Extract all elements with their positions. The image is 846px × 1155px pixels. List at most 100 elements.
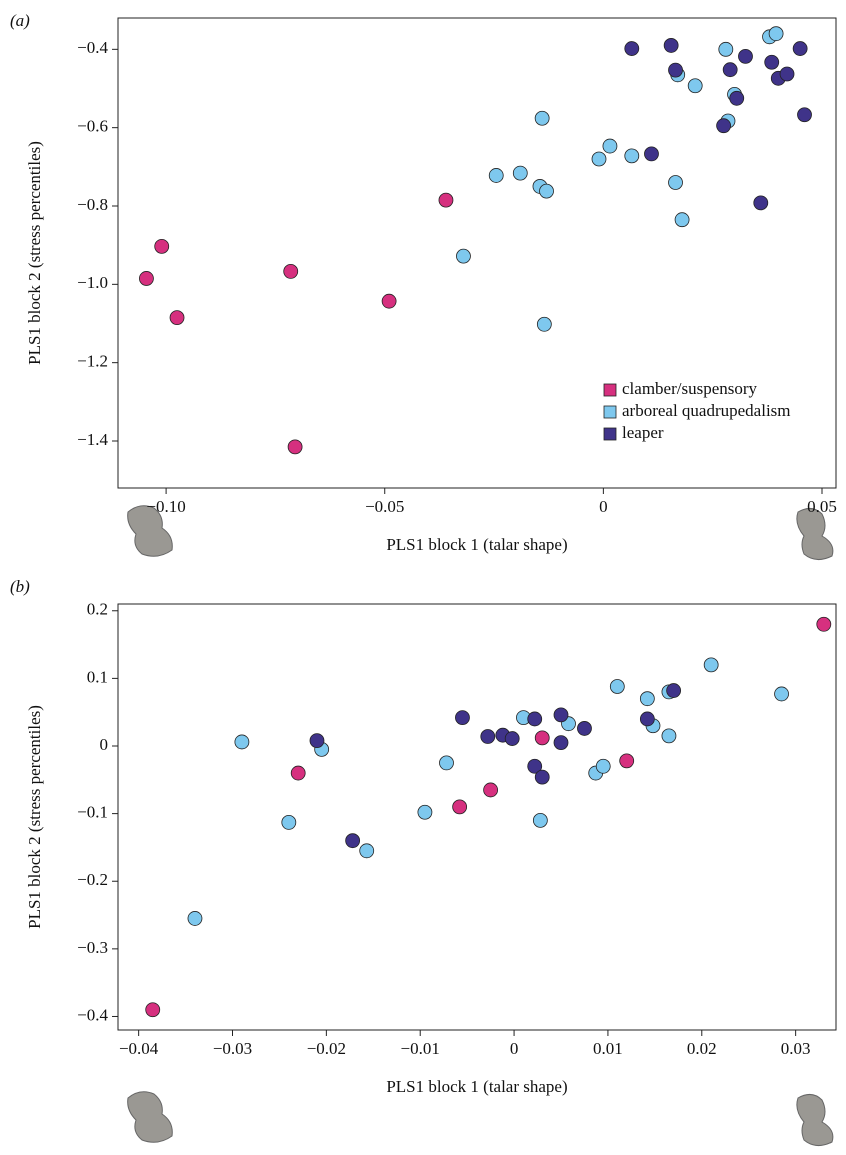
point	[619, 753, 635, 769]
legend-swatch	[603, 405, 617, 419]
point	[779, 66, 795, 82]
point	[577, 721, 592, 736]
x-tick-label: 0	[599, 497, 608, 516]
point	[764, 54, 780, 70]
point	[797, 107, 812, 123]
x-tick-label: 0	[510, 1039, 519, 1058]
point	[512, 165, 528, 181]
point	[417, 804, 433, 820]
point	[281, 815, 297, 830]
y-tick-label: −0.2	[77, 870, 108, 889]
point	[439, 755, 454, 771]
point	[729, 90, 745, 106]
point	[452, 799, 468, 815]
point	[553, 735, 569, 751]
point	[639, 691, 655, 707]
y-tick-label: −0.3	[77, 938, 108, 957]
point	[234, 734, 250, 750]
point	[666, 683, 682, 698]
x-tick-label: −0.05	[365, 497, 404, 516]
point	[674, 212, 690, 228]
point	[283, 264, 299, 279]
point	[602, 138, 618, 154]
legend-label: arboreal quadrupedalism	[622, 401, 791, 420]
x-tick-label: −0.03	[213, 1039, 252, 1058]
point	[624, 148, 640, 164]
point	[527, 758, 543, 774]
point	[718, 41, 734, 57]
point	[290, 765, 306, 781]
point	[609, 679, 625, 694]
legend-label: leaper	[622, 423, 664, 442]
point	[716, 118, 732, 134]
y-tick-label: −0.1	[77, 803, 108, 822]
point	[663, 38, 679, 53]
panel-label: (a)	[10, 11, 30, 30]
point	[536, 316, 552, 332]
point	[792, 41, 808, 56]
point	[483, 782, 499, 798]
talus-icon	[127, 505, 834, 1146]
point	[624, 41, 640, 56]
legend-label: clamber/suspensory	[622, 379, 758, 398]
plot-frame	[117, 603, 837, 1031]
x-tick-label: −0.10	[146, 497, 185, 516]
point	[169, 310, 185, 326]
x-tick-label: 0.03	[781, 1039, 811, 1058]
point	[532, 812, 548, 828]
point	[774, 686, 789, 702]
point	[534, 769, 550, 785]
point	[455, 710, 470, 725]
point	[534, 730, 550, 746]
point	[591, 151, 607, 167]
y-tick-label: −1.4	[77, 430, 108, 449]
x-tick-label: 0.02	[687, 1039, 717, 1058]
point	[768, 26, 784, 42]
y-tick-label: −0.4	[77, 1005, 108, 1024]
legend-swatch	[603, 427, 617, 441]
point	[753, 195, 769, 211]
point	[287, 439, 303, 455]
point	[738, 48, 753, 64]
panel-label: (b)	[10, 577, 30, 596]
y-axis-title: PLS1 block 2 (stress percentiles)	[25, 141, 44, 365]
point	[539, 183, 554, 199]
point	[639, 711, 655, 727]
point	[145, 1002, 161, 1018]
point	[438, 192, 454, 208]
x-axis-title: PLS1 block 1 (talar shape)	[386, 1077, 567, 1096]
point	[722, 62, 738, 78]
point	[154, 238, 170, 254]
point	[504, 731, 520, 746]
point	[139, 271, 154, 286]
point	[644, 146, 659, 162]
y-tick-label: −1.0	[77, 273, 108, 292]
y-tick-label: −0.8	[77, 195, 108, 214]
point	[668, 62, 683, 78]
point	[527, 711, 543, 727]
y-tick-label: −1.2	[77, 352, 108, 371]
y-tick-label: 0.1	[87, 667, 108, 686]
plot-frame	[117, 17, 837, 489]
x-tick-label: −0.01	[401, 1039, 440, 1058]
point	[816, 616, 832, 632]
x-tick-label: 0.05	[807, 497, 837, 516]
y-tick-label: 0	[100, 735, 109, 754]
point	[309, 733, 325, 748]
point	[456, 248, 471, 264]
y-tick-label: 0.2	[87, 600, 108, 619]
point	[381, 293, 397, 309]
point	[553, 707, 569, 723]
point	[661, 728, 677, 744]
legend-swatch	[603, 383, 617, 397]
x-axis-title: PLS1 block 1 (talar shape)	[386, 535, 567, 554]
point	[187, 911, 203, 926]
x-tick-label: 0.01	[593, 1039, 623, 1058]
y-tick-label: −0.6	[77, 117, 108, 136]
y-axis-title: PLS1 block 2 (stress percentiles)	[25, 705, 44, 929]
point	[595, 758, 611, 774]
point	[480, 729, 496, 744]
y-tick-label: −0.4	[77, 38, 108, 57]
point	[534, 110, 550, 126]
